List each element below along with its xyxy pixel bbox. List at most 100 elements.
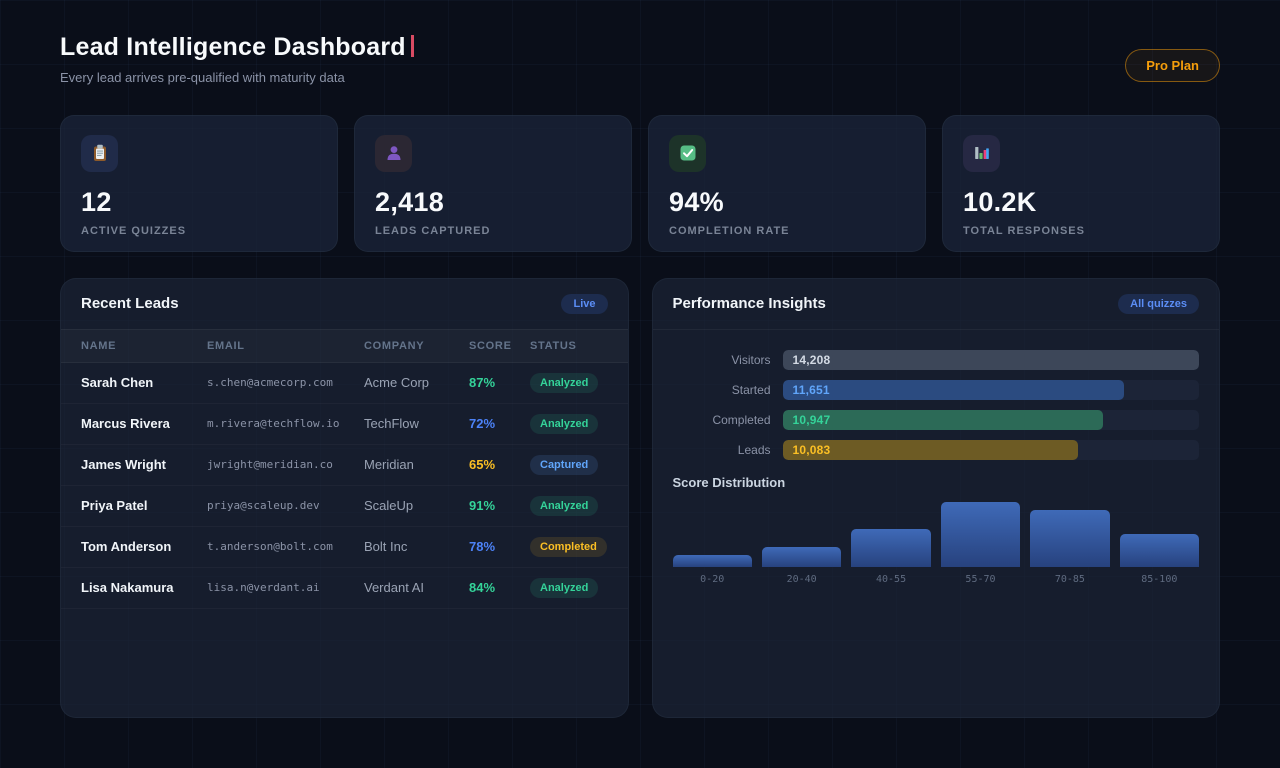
lead-status-cell: Analyzed <box>530 413 608 434</box>
lead-email: lisa.n@verdant.ai <box>207 581 320 594</box>
dist-bar <box>1119 533 1200 567</box>
dist-col <box>851 495 931 567</box>
lead-name: James Wright <box>81 457 167 472</box>
lead-score: 91% <box>469 498 496 513</box>
funnel-track: 10,083 <box>782 439 1199 460</box>
lead-row[interactable]: Priya Patel priya@scaleup.dev ScaleUp 91… <box>61 486 628 527</box>
stat-value: 94% <box>669 186 724 217</box>
stat-card-completion-rate: 94% COMPLETION RATE <box>648 114 926 252</box>
all-quizzes-badge[interactable]: All quizzes <box>1118 293 1199 314</box>
dist-bar <box>1030 509 1110 567</box>
lead-score: 72% <box>469 416 496 431</box>
dist-col <box>761 495 842 567</box>
lead-company: Bolt Inc <box>364 539 408 554</box>
col-header-score: SCORE <box>469 339 512 352</box>
lead-score: 78% <box>469 539 496 554</box>
lead-row[interactable]: Marcus Rivera m.rivera@techflow.io TechF… <box>61 404 628 445</box>
stat-label: ACTIVE QUIZZES <box>81 224 187 237</box>
funnel-bar-fill: 10,947 <box>782 409 1104 430</box>
stat-cards: 12 ACTIVE QUIZZES 2,418 LEADS CAPTURED 9… <box>60 114 1220 252</box>
status-badge: Analyzed <box>530 495 599 516</box>
lead-row[interactable]: Sarah Chen s.chen@acmecorp.com Acme Corp… <box>61 363 628 404</box>
dist-label: 0-20 <box>700 573 725 585</box>
lead-name: Priya Patel <box>81 498 148 513</box>
dist-label: 55-70 <box>965 573 996 585</box>
status-badge: Completed <box>530 536 607 557</box>
performance-insights-panel: Performance Insights All quizzes Visitor… <box>651 277 1220 718</box>
col-header-name: NAME <box>81 339 117 352</box>
funnel-label: Started <box>731 382 771 397</box>
dist-col <box>672 495 752 567</box>
stat-value: 10.2K <box>963 186 1037 217</box>
funnel-value: 14,208 <box>792 352 831 367</box>
insights-title: Performance Insights <box>672 295 826 312</box>
check-icon <box>669 134 706 172</box>
insights-body: Visitors 14,208 Started 11,651 <box>652 328 1219 605</box>
lead-name: Tom Anderson <box>81 539 172 554</box>
lead-status-cell: Captured <box>530 454 608 475</box>
panels: Recent Leads Live NAME EMAIL COMPANY SCO… <box>60 277 1220 718</box>
lead-row[interactable]: Tom Anderson t.anderson@bolt.com Bolt In… <box>61 527 628 568</box>
status-badge: Analyzed <box>530 413 599 434</box>
funnel-label: Leads <box>737 442 771 457</box>
stat-card-total-responses: 10.2K TOTAL RESPONSES <box>942 114 1220 252</box>
recent-leads-header: Recent Leads Live <box>61 279 628 329</box>
lead-name: Sarah Chen <box>81 375 154 390</box>
score-distribution-title: Score Distribution <box>672 474 786 490</box>
lead-status-cell: Analyzed <box>530 495 608 516</box>
lead-status-cell: Analyzed <box>530 577 608 598</box>
funnel-bar-fill: 10,083 <box>782 439 1079 460</box>
pro-plan-badge[interactable]: Pro Plan <box>1125 49 1220 82</box>
lead-company: Verdant AI <box>364 580 424 595</box>
lead-email: t.anderson@bolt.com <box>207 540 333 553</box>
clipboard-icon <box>81 134 118 172</box>
score-distribution-chart <box>672 495 1200 567</box>
lead-row[interactable]: Lisa Nakamura lisa.n@verdant.ai Verdant … <box>61 568 628 609</box>
funnel-bar-fill: 11,651 <box>782 379 1125 400</box>
live-badge[interactable]: Live <box>561 293 608 314</box>
dist-col <box>1119 495 1200 567</box>
lead-name: Marcus Rivera <box>81 416 170 431</box>
lead-status-cell: Completed <box>530 536 608 557</box>
dist-bar <box>940 501 1021 567</box>
col-header-email: EMAIL <box>207 339 245 352</box>
dist-bar <box>761 546 842 567</box>
status-badge: Captured <box>530 454 599 475</box>
page-title: Lead Intelligence Dashboard <box>60 33 414 62</box>
score-distribution-labels: 0-20 20-40 40-55 55-70 70-85 85-100 <box>673 574 1200 585</box>
dist-label: 20-40 <box>786 573 817 585</box>
dist-col <box>940 495 1021 567</box>
funnel-label: Visitors <box>731 352 771 367</box>
recent-leads-panel: Recent Leads Live NAME EMAIL COMPANY SCO… <box>60 277 629 718</box>
stat-label: TOTAL RESPONSES <box>963 224 1085 237</box>
funnel-row: Leads 10,083 <box>673 439 1199 460</box>
funnel-value: 11,651 <box>792 382 830 397</box>
col-header-company: COMPANY <box>364 339 425 352</box>
lead-score: 65% <box>469 457 496 472</box>
funnel-track: 14,208 <box>782 349 1199 370</box>
stat-card-active-quizzes: 12 ACTIVE QUIZZES <box>60 114 338 252</box>
lead-email: s.chen@acmecorp.com <box>207 376 333 389</box>
lead-score: 87% <box>469 375 496 390</box>
dist-label: 40-55 <box>876 573 907 585</box>
person-icon <box>375 134 412 172</box>
lead-email: priya@scaleup.dev <box>207 499 320 512</box>
lead-score: 84% <box>469 580 496 595</box>
dist-label: 85-100 <box>1141 573 1178 585</box>
header-text: Lead Intelligence Dashboard Every lead a… <box>60 33 414 85</box>
stat-value: 12 <box>81 186 112 217</box>
lead-row[interactable]: James Wright jwright@meridian.co Meridia… <box>61 445 628 486</box>
lead-company: TechFlow <box>364 416 419 431</box>
dist-col <box>1030 495 1110 567</box>
dist-bar <box>851 528 931 567</box>
col-header-status: STATUS <box>530 339 577 352</box>
lead-company: Acme Corp <box>364 375 430 390</box>
dist-bar <box>672 554 752 567</box>
stat-card-leads-captured: 2,418 LEADS CAPTURED <box>354 114 632 252</box>
lead-email: m.rivera@techflow.io <box>207 417 340 430</box>
funnel-value: 10,083 <box>792 442 831 457</box>
lead-company: ScaleUp <box>364 498 414 513</box>
header: Lead Intelligence Dashboard Every lead a… <box>60 33 1220 85</box>
stat-label: COMPLETION RATE <box>669 224 790 237</box>
